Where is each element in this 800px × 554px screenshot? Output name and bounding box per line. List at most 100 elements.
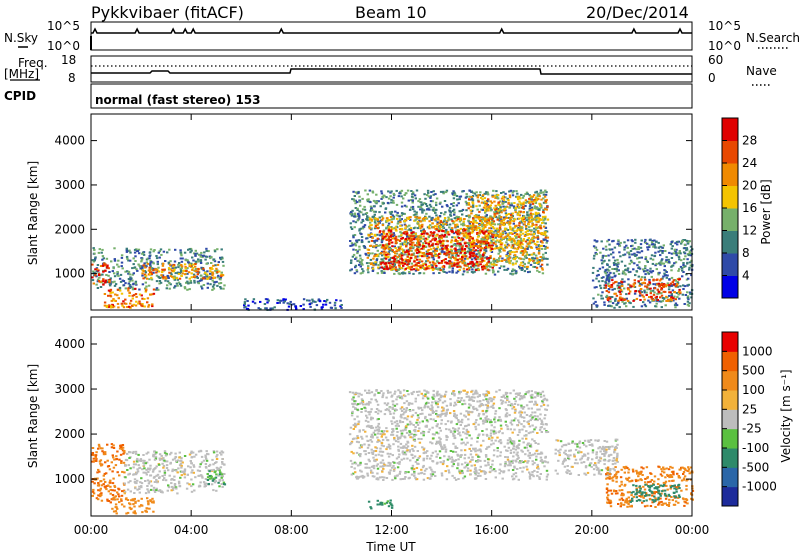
power-cell xyxy=(400,248,404,251)
power-cell xyxy=(681,293,684,296)
power-cell xyxy=(621,278,624,281)
power-cell xyxy=(484,225,487,228)
power-cell xyxy=(434,201,438,204)
power-cell xyxy=(509,189,513,192)
power-cell xyxy=(679,242,683,245)
power-cell xyxy=(438,202,442,205)
velocity-cell xyxy=(173,475,176,478)
power-cell xyxy=(162,277,165,280)
velocity-cell xyxy=(120,499,123,502)
power-cell xyxy=(161,268,164,271)
power-cell xyxy=(138,300,141,303)
power-cell xyxy=(367,252,370,254)
power-cell xyxy=(493,273,497,276)
power-cell xyxy=(459,243,462,246)
power-cell xyxy=(646,269,649,272)
power-cell xyxy=(512,220,516,223)
power-cell xyxy=(437,216,440,219)
power-cell xyxy=(493,230,496,233)
power-cell xyxy=(91,279,95,282)
power-cell xyxy=(449,251,453,254)
power-cell xyxy=(444,253,448,256)
velocity-cell xyxy=(134,463,137,466)
power-cell xyxy=(358,228,361,231)
power-cell xyxy=(358,254,362,257)
power-cell xyxy=(145,285,148,288)
velocity-cell xyxy=(113,486,117,488)
power-cell xyxy=(128,249,131,252)
power-cell xyxy=(531,195,534,198)
power-cell xyxy=(537,260,541,263)
power-cell xyxy=(471,226,475,229)
power-cell xyxy=(628,253,631,256)
power-cell xyxy=(435,228,439,231)
velocity-cell xyxy=(111,497,114,500)
velocity-cell xyxy=(212,450,216,453)
power-cell xyxy=(246,308,250,310)
velocity-cell xyxy=(207,465,211,467)
power-cell xyxy=(644,242,648,244)
power-cell xyxy=(520,239,523,242)
power-cell xyxy=(431,200,434,203)
power-cell xyxy=(653,239,656,242)
power-cell xyxy=(413,194,417,197)
power-cell xyxy=(474,225,478,228)
power-cell xyxy=(546,257,549,260)
power-cell xyxy=(92,282,95,285)
power-cell xyxy=(618,244,622,247)
velocity-cell xyxy=(205,450,208,453)
power-cell xyxy=(606,277,609,280)
power-cell xyxy=(519,220,522,223)
power-cell xyxy=(210,262,213,264)
power-cell xyxy=(504,227,507,230)
power-cell xyxy=(459,251,463,254)
power-cell xyxy=(173,278,176,281)
power-cell xyxy=(463,249,466,252)
velocity-cell xyxy=(162,457,165,460)
power-cell xyxy=(389,229,393,232)
power-cell xyxy=(513,231,517,234)
power-cell xyxy=(171,275,174,278)
power-cell xyxy=(449,257,452,260)
power-cell xyxy=(414,213,417,216)
power-cell xyxy=(407,199,410,202)
velocity-cell xyxy=(177,467,180,470)
power-cell xyxy=(481,216,484,219)
power-cell xyxy=(427,191,430,194)
velocity-cell xyxy=(221,458,224,460)
power-cell xyxy=(675,248,678,251)
power-cell xyxy=(132,272,135,275)
power-cell xyxy=(486,221,489,224)
power-cell xyxy=(174,285,177,288)
power-cell xyxy=(156,270,159,273)
power-cell xyxy=(266,298,269,301)
power-cell xyxy=(642,281,646,284)
power-cell xyxy=(286,302,289,305)
velocity-cell xyxy=(152,453,155,456)
power-cell xyxy=(222,264,225,267)
power-cell xyxy=(429,195,432,198)
power-cell xyxy=(535,218,538,221)
power-cell xyxy=(468,267,471,270)
power-cell xyxy=(407,253,411,256)
power-cell xyxy=(376,218,379,221)
power-cell xyxy=(648,278,651,281)
power-cell xyxy=(432,247,436,250)
power-cell xyxy=(105,306,109,308)
power-cell xyxy=(497,208,500,210)
velocity-cell xyxy=(111,470,114,473)
power-cell xyxy=(678,268,681,271)
velocity-cell xyxy=(126,469,129,471)
power-cell xyxy=(387,247,390,250)
power-cell xyxy=(489,224,493,227)
power-cell xyxy=(108,279,111,282)
power-cell xyxy=(400,234,403,237)
power-cell xyxy=(611,248,614,251)
power-cell xyxy=(670,296,673,299)
power-cell xyxy=(623,246,626,249)
velocity-cell xyxy=(180,464,183,467)
velocity-cell xyxy=(144,480,147,482)
power-cell xyxy=(526,211,529,214)
power-cell xyxy=(269,307,272,310)
power-cell xyxy=(103,301,107,304)
